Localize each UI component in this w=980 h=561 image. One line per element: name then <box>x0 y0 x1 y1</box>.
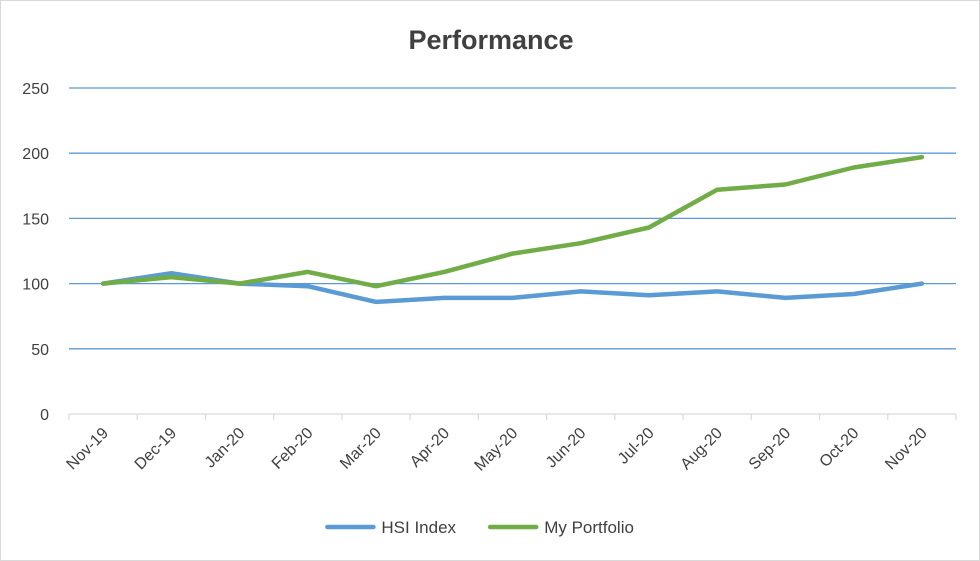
x-tick-label: Jan-20 <box>202 425 249 472</box>
legend-item-hsi-index: HSI Index <box>325 518 457 537</box>
legend-label: My Portfolio <box>544 518 634 537</box>
x-tick-label: Jul-20 <box>615 425 658 468</box>
x-tick-label: Sep-20 <box>746 425 795 474</box>
x-axis <box>68 413 957 420</box>
legend: HSI Index My Portfolio <box>325 518 634 537</box>
x-tick-label: Mar-20 <box>337 425 385 473</box>
x-tick-label: May-20 <box>472 425 522 475</box>
y-tick-label: 50 <box>31 342 49 359</box>
y-tick-label: 200 <box>22 146 49 163</box>
x-tick-label: Jun-20 <box>543 425 590 472</box>
x-tick-label: Aug-20 <box>678 425 727 474</box>
y-tick-label: 0 <box>40 407 49 424</box>
series-line-hsi-index <box>100 270 925 305</box>
series-line-my-portfolio <box>100 154 925 289</box>
y-axis-tick-labels: 0 50 100 150 200 250 <box>22 81 49 424</box>
x-tick-label: Nov-19 <box>63 425 112 474</box>
chart-title: Performance <box>408 25 573 55</box>
gridlines <box>69 87 956 350</box>
legend-item-my-portfolio: My Portfolio <box>487 518 634 537</box>
y-tick-label: 150 <box>22 211 49 228</box>
x-axis-tick-labels: Nov-19 Dec-19 Jan-20 Feb-20 Mar-20 Apr-20 May-… <box>63 425 930 475</box>
x-tick-label: Apr-20 <box>407 425 453 471</box>
series-lines <box>100 154 925 305</box>
x-tick-label: Oct-20 <box>817 425 863 471</box>
y-tick-label: 250 <box>22 81 49 98</box>
y-tick-label: 100 <box>22 277 49 294</box>
x-tick-label: Dec-19 <box>132 425 181 474</box>
x-tick-label: Nov-20 <box>882 425 931 474</box>
x-tick-label: Feb-20 <box>269 425 317 473</box>
legend-label: HSI Index <box>381 518 456 537</box>
